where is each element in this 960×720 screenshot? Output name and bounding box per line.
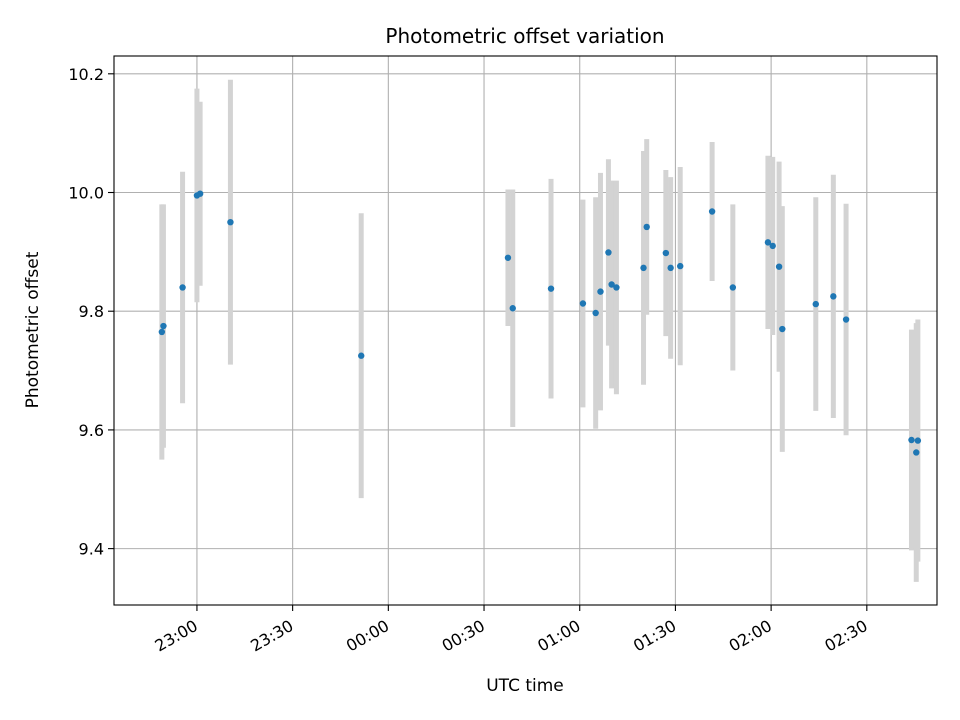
data-point [677,262,684,270]
data-point [643,223,650,231]
data-point [640,264,647,272]
y-tick-label: 10.0 [68,184,104,203]
data-point [662,249,670,257]
y-axis-label: Photometric offset [23,251,43,408]
data-point [729,284,737,291]
data-point [597,288,604,295]
data-point [605,249,612,256]
y-tick-label: 9.6 [79,421,104,440]
data-point [592,309,599,317]
data-point [842,316,850,323]
y-tick-label: 9.4 [79,540,104,559]
data-point [504,254,512,261]
data-point [227,218,234,226]
plot-area-frame [113,55,938,606]
data-point [547,285,555,292]
data-point [775,263,783,270]
data-point [812,300,819,308]
data-point [708,208,716,215]
data-point [613,284,620,291]
data-point [158,328,166,336]
y-tick-label: 10.2 [68,65,104,84]
data-point [769,242,776,250]
data-point [196,190,204,197]
data-point [579,300,587,307]
data-point [914,437,922,444]
data-point [764,239,772,246]
data-point [908,436,915,444]
data-point [509,305,516,312]
grid [114,56,937,605]
data-point [667,264,674,272]
data-point [913,449,920,456]
y-tick-label: 9.8 [79,302,104,321]
data-point [160,322,167,330]
x-axis-label: UTC time [486,676,564,696]
data-point [179,284,186,291]
chart-title: Photometric offset variation [385,24,664,48]
data-point [608,281,615,288]
data-point [779,325,786,333]
data-point [358,352,365,359]
data-point [830,293,837,300]
data-points [158,190,922,456]
